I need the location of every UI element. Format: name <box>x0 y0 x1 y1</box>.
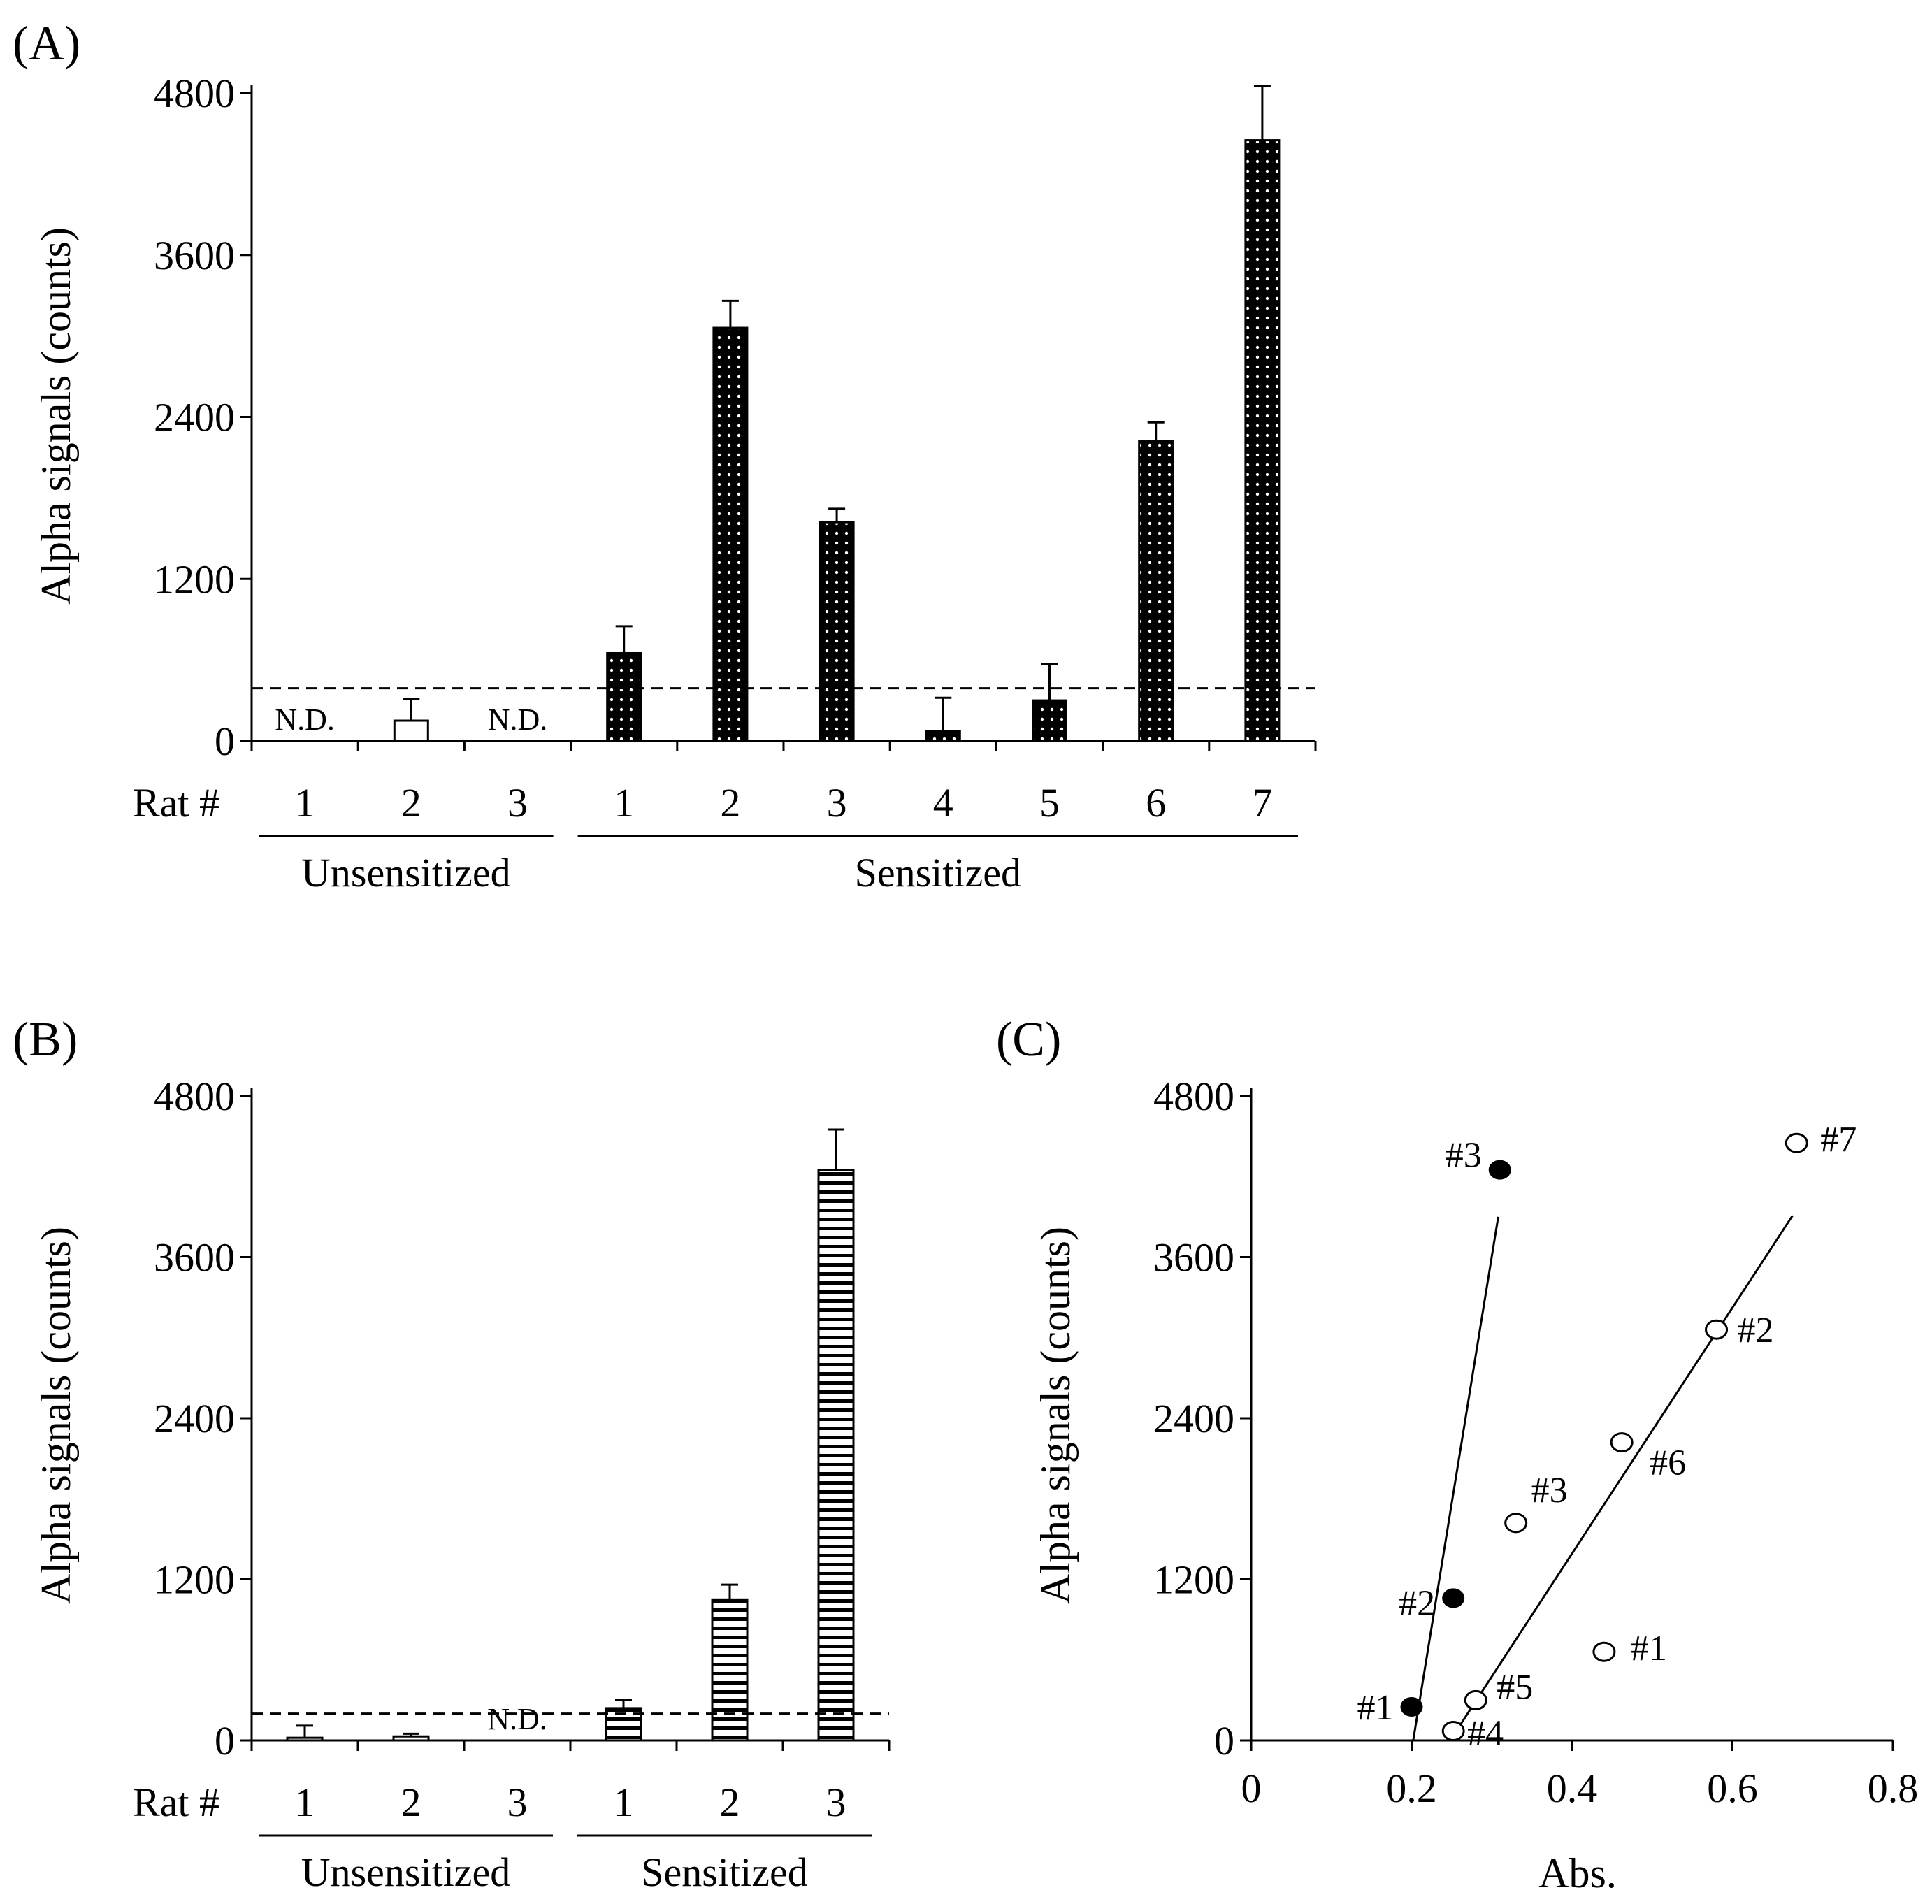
panel-c-xtick-label: 0.4 <box>1547 1766 1598 1811</box>
panel-c-point-label: #6 <box>1650 1443 1686 1483</box>
panel-b-ytick-label: 2400 <box>154 1396 235 1441</box>
panel-c: (C) Alpha signals (counts) Abs. 0 1200 240… <box>996 1013 1918 1896</box>
panel-a-category-label: 3 <box>827 780 847 825</box>
panel-c-ytick-label: 1200 <box>1153 1557 1234 1603</box>
panel-c-point-label: #1 <box>1357 1688 1394 1728</box>
panel-a-label: (A) <box>13 17 80 71</box>
panel-b-bar <box>817 1169 855 1742</box>
panel-a-bar <box>1032 699 1067 742</box>
panel-a-ytick-label: 1200 <box>154 556 235 602</box>
panel-b-category-label: 3 <box>507 1780 528 1825</box>
panel-a-group-label: Unsensitized <box>301 850 511 895</box>
panel-a-category-label: 1 <box>295 780 315 825</box>
panel-c-point-open <box>1610 1432 1634 1453</box>
panel-c-label: (C) <box>996 1013 1061 1067</box>
panel-c-point-filled <box>1488 1160 1511 1180</box>
panel-c-point-label: #7 <box>1820 1120 1857 1160</box>
panel-a-category-label: 1 <box>614 780 634 825</box>
panel-c-point-open <box>1441 1721 1465 1742</box>
panel-a-ytick-label: 0 <box>215 719 235 764</box>
panel-c-point-open <box>1504 1513 1528 1534</box>
panel-c-xtick-label: 0.6 <box>1707 1766 1758 1811</box>
panel-c-point-label: #4 <box>1467 1714 1504 1754</box>
plot-c: 0 1200 2400 3600 4800 0 0.2 0.4 0.6 0.8 #1 #2 #3 #1 #2… <box>1153 1074 1918 1811</box>
panel-a-bar <box>819 521 855 742</box>
panel-c-xtick-label: 0.8 <box>1868 1766 1919 1811</box>
panel-c-fit-line-open <box>1449 1215 1794 1741</box>
plot-a: 0 1200 2400 3600 4800 1 N.D. 2 3 N.D. Unsensitized… <box>154 71 1317 895</box>
panel-b: (B) Alpha signals (counts) Rat # 0120024… <box>13 1013 891 1895</box>
panel-c-ytick-label: 4800 <box>1153 1074 1234 1119</box>
panel-a-category-label: 3 <box>507 780 528 825</box>
panel-c-point-label: #5 <box>1497 1667 1533 1707</box>
panel-a-category-label: 5 <box>1039 780 1060 825</box>
panel-a-category-label: 2 <box>401 780 421 825</box>
panel-b-nd-label: N.D. <box>487 1702 547 1736</box>
panel-c-xtick-label: 0.2 <box>1386 1766 1437 1811</box>
panel-c-point-open <box>1464 1689 1487 1710</box>
panel-c-xlabel: Abs. <box>1538 1850 1617 1896</box>
panel-b-bar <box>286 1736 324 1742</box>
panel-b-category-label: 3 <box>826 1780 846 1825</box>
panel-c-ytick-label: 0 <box>1214 1718 1234 1764</box>
panel-a-bar <box>393 719 429 742</box>
panel-b-bar <box>711 1598 749 1742</box>
panel-c-ylabel: Alpha signals (counts) <box>1032 1227 1079 1604</box>
panel-b-ytick-label: 4800 <box>154 1074 235 1119</box>
panel-b-category-label: 1 <box>614 1780 634 1825</box>
panel-c-point-label: #3 <box>1446 1136 1482 1176</box>
panel-c-point-open <box>1785 1132 1808 1153</box>
panel-b-ytick-label: 3600 <box>154 1235 235 1281</box>
panel-a-nd-label: N.D. <box>275 702 335 737</box>
panel-b-group-label: Unsensitized <box>301 1849 511 1895</box>
panel-a-category-label: 2 <box>720 780 740 825</box>
panel-b-rat-prefix: Rat # <box>133 1780 219 1825</box>
panel-b-category-label: 2 <box>401 1780 421 1825</box>
panel-b-category-label: 2 <box>720 1780 740 1825</box>
panel-a-ytick-label: 2400 <box>154 395 235 440</box>
panel-a-rat-prefix: Rat # <box>133 780 219 825</box>
panel-b-label: (B) <box>13 1013 78 1067</box>
panel-c-point-label: #3 <box>1531 1471 1568 1510</box>
panel-c-ytick-label: 3600 <box>1153 1235 1234 1281</box>
panel-a-bar <box>606 651 642 742</box>
panel-c-ytick-label: 2400 <box>1153 1396 1234 1441</box>
panel-c-point-label: #2 <box>1738 1311 1774 1350</box>
panel-a-ylabel: Alpha signals (counts) <box>33 227 79 605</box>
panel-b-bar <box>392 1735 430 1742</box>
panel-c-fit-line-filled <box>1412 1216 1499 1741</box>
panel-a-ytick-label: 4800 <box>154 71 235 116</box>
panel-c-xtick-label: 0 <box>1241 1766 1262 1811</box>
panel-b-category-label: 1 <box>295 1780 315 1825</box>
panel-b-ylabel: Alpha signals (counts) <box>33 1227 79 1604</box>
panel-c-point-label: #2 <box>1399 1583 1435 1623</box>
panel-a-ytick-label: 3600 <box>154 233 235 278</box>
panel-a-bar <box>712 326 749 742</box>
panel-a-category-label: 6 <box>1146 780 1166 825</box>
panel-b-ytick-label: 0 <box>215 1718 235 1764</box>
panel-a-category-label: 4 <box>933 780 953 825</box>
panel-a-nd-label: N.D. <box>488 702 548 737</box>
panel-b-group-label: Sensitized <box>641 1849 807 1895</box>
panel-a-category-label: 7 <box>1252 780 1272 825</box>
panel-c-point-filled <box>1400 1696 1423 1717</box>
panel-c-point-open <box>1592 1641 1616 1662</box>
panel-a-bar <box>925 730 961 742</box>
panel-a-bar <box>1244 139 1281 742</box>
panel-a-bar <box>1138 440 1174 742</box>
panel-a-group-label: Sensitized <box>855 850 1021 895</box>
panel-a: (A) Alpha signals (counts) Rat # 0120024… <box>13 17 1317 895</box>
panel-c-point-filled <box>1442 1588 1465 1608</box>
panel-b-ytick-label: 1200 <box>154 1557 235 1603</box>
panel-c-point-open <box>1705 1319 1729 1340</box>
panel-c-point-label: #1 <box>1631 1629 1667 1668</box>
